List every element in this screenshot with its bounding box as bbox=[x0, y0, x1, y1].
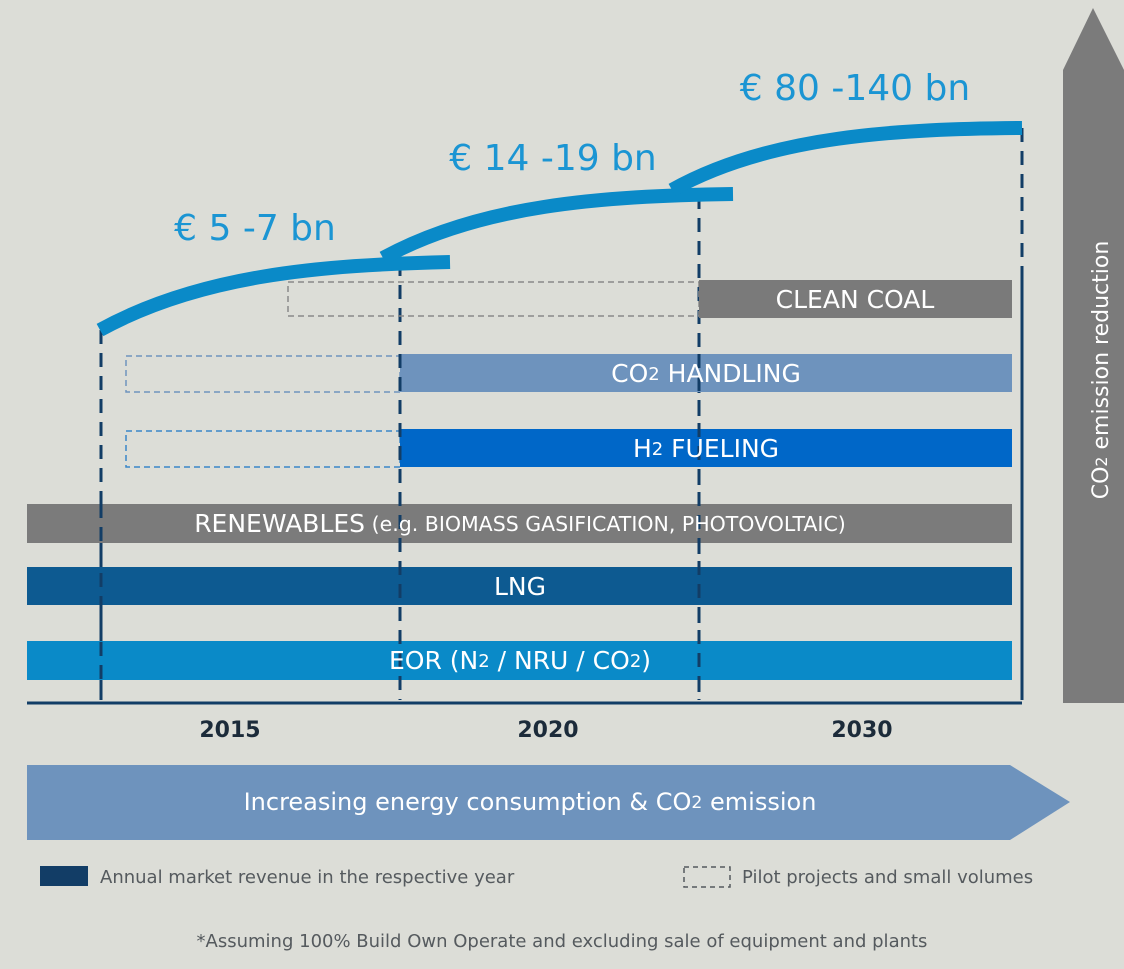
curve bbox=[379, 187, 734, 265]
legend-swatch bbox=[683, 866, 731, 888]
revenue-label: € 80 -140 bn bbox=[740, 68, 970, 109]
label-part: Increasing energy consumption & CO bbox=[244, 788, 692, 816]
bar bbox=[699, 280, 1012, 318]
legend-swatch bbox=[40, 866, 88, 886]
bar bbox=[27, 641, 1012, 680]
bar-label: CO2 HANDLING bbox=[611, 359, 801, 388]
horizontal-arrow bbox=[27, 765, 1070, 840]
year-label: 2015 bbox=[199, 718, 260, 743]
label-part: LNG bbox=[494, 572, 546, 601]
year-label: 2030 bbox=[831, 718, 892, 743]
bar-label: LNG bbox=[494, 572, 546, 601]
vertical-arrow bbox=[1063, 8, 1124, 703]
label-part: emission bbox=[702, 788, 816, 816]
bar bbox=[27, 567, 1012, 605]
label-part: / NRU / CO bbox=[490, 646, 630, 675]
label-detail: (e.g. BIOMASS GASIFICATION, PHOTOVOLTAIC… bbox=[365, 512, 846, 536]
label-part: CO bbox=[611, 359, 648, 388]
bar-label: CLEAN COAL bbox=[776, 285, 935, 314]
legend-label: Annual market revenue in the respective … bbox=[100, 867, 515, 888]
curve bbox=[96, 255, 451, 337]
label-part: EOR (N bbox=[389, 646, 478, 675]
bar bbox=[400, 354, 1012, 392]
bar bbox=[27, 504, 1012, 543]
bar bbox=[400, 429, 1012, 467]
legend-label: Pilot projects and small volumes bbox=[742, 867, 1033, 888]
label-part: FUELING bbox=[663, 434, 779, 463]
vertical-arrow-label: CO2 emission reduction bbox=[1089, 241, 1114, 500]
subscript: 2 bbox=[478, 651, 489, 672]
label-part: HANDLING bbox=[660, 359, 801, 388]
subscript: 2 bbox=[630, 651, 641, 672]
pilot-box bbox=[287, 281, 700, 317]
subscript: 2 bbox=[1092, 456, 1111, 466]
year-label: 2020 bbox=[517, 718, 578, 743]
bar-label: EOR (N2 / NRU / CO2) bbox=[389, 646, 651, 675]
label-part: ) bbox=[641, 646, 651, 675]
label-part: CLEAN COAL bbox=[776, 285, 935, 314]
label-part: CO bbox=[1089, 467, 1114, 500]
label-part: RENEWABLES bbox=[194, 509, 365, 538]
footnote: *Assuming 100% Build Own Operate and exc… bbox=[197, 931, 928, 952]
horizontal-arrow-label: Increasing energy consumption & CO2 emis… bbox=[244, 788, 817, 816]
revenue-label: € 5 -7 bn bbox=[174, 208, 336, 249]
subscript: 2 bbox=[648, 364, 659, 385]
bar-label: RENEWABLES (e.g. BIOMASS GASIFICATION, P… bbox=[194, 509, 846, 538]
label-part: H bbox=[633, 434, 652, 463]
revenue-label: € 14 -19 bn bbox=[449, 138, 657, 179]
curve bbox=[668, 121, 1023, 197]
subscript: 2 bbox=[652, 439, 663, 460]
bar-label: H2 FUELING bbox=[633, 434, 779, 463]
label-part: emission reduction bbox=[1089, 241, 1114, 457]
subscript: 2 bbox=[691, 793, 702, 813]
